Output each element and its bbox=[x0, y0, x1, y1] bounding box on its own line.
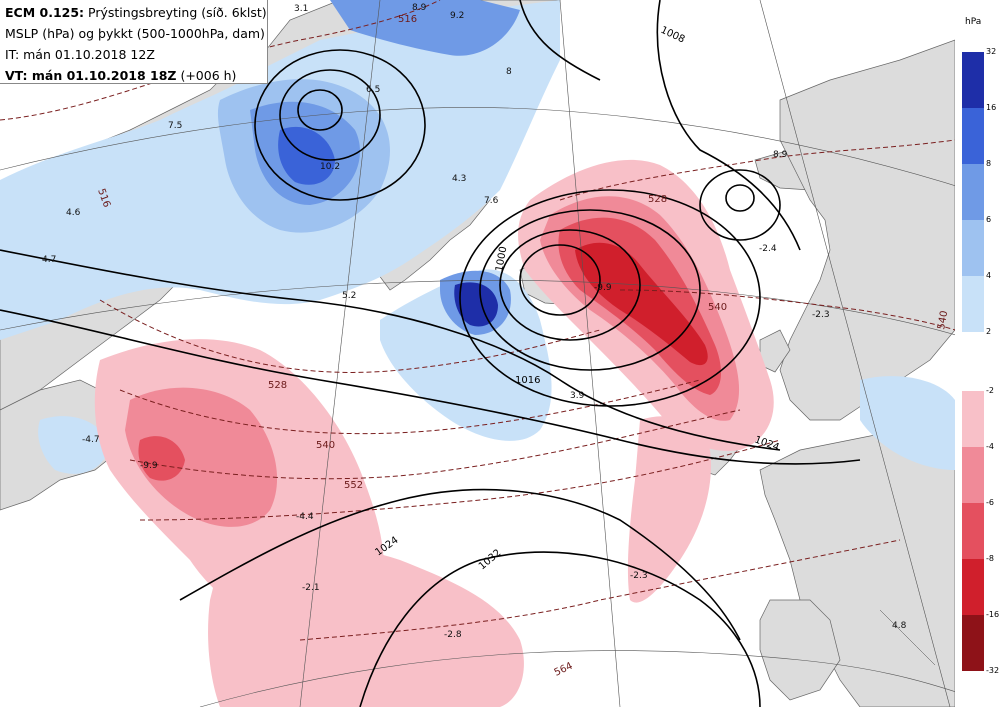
rise-swatch bbox=[962, 276, 984, 332]
change-value: 9.2 bbox=[450, 11, 464, 21]
change-value: 4.7 bbox=[42, 255, 56, 265]
thickness-contours bbox=[0, 0, 956, 641]
change-value: 5.2 bbox=[342, 291, 356, 301]
forecast-step: (+006 h) bbox=[180, 68, 237, 83]
model-name: ECM 0.125: bbox=[5, 5, 85, 20]
title-line-4: VT: mán 01.10.2018 18Z (+006 h) bbox=[5, 65, 267, 86]
color-legend: hPa 32 16 8 6 4 2 -2 -4 -6 -8 -16 -32 bbox=[955, 0, 1000, 707]
thickness-label: 552 bbox=[344, 480, 363, 491]
rise-swatch bbox=[962, 108, 984, 164]
change-value: 6.5 bbox=[366, 85, 380, 95]
rise-swatch bbox=[962, 52, 984, 108]
fall-tick-label: -16 bbox=[986, 610, 1000, 619]
thickness-label: 528 bbox=[648, 194, 667, 205]
valid-time: VT: mán 01.10.2018 18Z bbox=[5, 68, 177, 83]
rise-swatch bbox=[962, 220, 984, 276]
change-value: -9.9 bbox=[594, 283, 612, 293]
title-line-3: IT: mán 01.10.2018 12Z bbox=[5, 47, 155, 62]
map-title-box: ECM 0.125: Prýstingsbreyting (síð. 6klst… bbox=[0, 0, 268, 84]
isobars bbox=[0, 0, 861, 707]
change-value: 8.9 bbox=[773, 150, 788, 160]
product-name: Prýstingsbreyting (síð. 6klst) bbox=[88, 5, 267, 20]
fall-swatch bbox=[962, 559, 984, 615]
thickness-label: 540 bbox=[936, 310, 950, 331]
change-value: 7.6 bbox=[484, 196, 499, 206]
fall-tick-label: -6 bbox=[986, 498, 994, 507]
fall-tick-label: -32 bbox=[986, 666, 1000, 675]
title-line-1: ECM 0.125: Prýstingsbreyting (síð. 6klst… bbox=[5, 2, 267, 23]
coastline-details bbox=[879, 609, 936, 666]
rise-tick-label: 2 bbox=[986, 327, 992, 336]
change-value: 10.2 bbox=[320, 162, 340, 172]
legend-unit: hPa bbox=[965, 17, 982, 27]
isobar-label: 1016 bbox=[515, 375, 540, 386]
fall-tick-label: -2 bbox=[986, 386, 994, 395]
fall-swatch bbox=[962, 615, 984, 671]
rise-tick-label: 32 bbox=[986, 47, 997, 56]
rise-tick-label: 16 bbox=[986, 103, 997, 112]
change-value: -2.3 bbox=[630, 571, 648, 581]
change-value: -2.4 bbox=[759, 244, 777, 254]
change-value: 8.9 bbox=[412, 3, 427, 13]
change-value: -4.4 bbox=[296, 512, 314, 522]
change-value: -2.3 bbox=[812, 310, 830, 320]
change-value: 3.9 bbox=[570, 391, 585, 401]
isobar-labels: 1000 1008 1016 1024 1032 1024 bbox=[373, 25, 780, 573]
change-value: -2.1 bbox=[302, 583, 320, 593]
thickness-label: 528 bbox=[268, 380, 287, 391]
fall-tick-label: -8 bbox=[986, 554, 994, 563]
rise-swatch bbox=[962, 164, 984, 220]
change-value: 4.3 bbox=[452, 174, 466, 184]
change-value: 7.5 bbox=[168, 121, 182, 131]
fall-tick-label: -4 bbox=[986, 442, 994, 451]
isobar-label: 1000 bbox=[494, 246, 509, 273]
rise-tick-label: 8 bbox=[986, 159, 992, 168]
title-line-2: MSLP (hPa) og þykkt (500-1000hPa, dam) bbox=[5, 26, 265, 41]
change-value: -2.8 bbox=[444, 630, 462, 640]
thickness-label: 540 bbox=[316, 440, 335, 451]
change-value: -9.9 bbox=[140, 461, 158, 471]
thickness-label: 516 bbox=[398, 14, 417, 25]
change-value: 4.8 bbox=[892, 621, 907, 631]
thickness-label: 540 bbox=[708, 302, 727, 313]
fall-swatch bbox=[962, 503, 984, 559]
change-value: 3.1 bbox=[294, 4, 308, 14]
rise-tick-label: 6 bbox=[986, 215, 992, 224]
fall-swatch bbox=[962, 447, 984, 503]
rise-tick-label: 4 bbox=[986, 271, 992, 280]
change-value: 8 bbox=[506, 67, 512, 77]
pressure-rise-areas bbox=[0, 0, 955, 474]
pressure-change-labels: 3.1 8.9 9.2 8 6.5 7.5 10.2 4.3 7.6 5.2 4… bbox=[42, 3, 907, 640]
change-value: -4.7 bbox=[82, 435, 100, 445]
fall-swatch bbox=[962, 391, 984, 447]
change-value: 4.6 bbox=[66, 208, 81, 218]
thickness-labels: 516 516 528 540 528 540 552 564 540 bbox=[95, 14, 950, 679]
